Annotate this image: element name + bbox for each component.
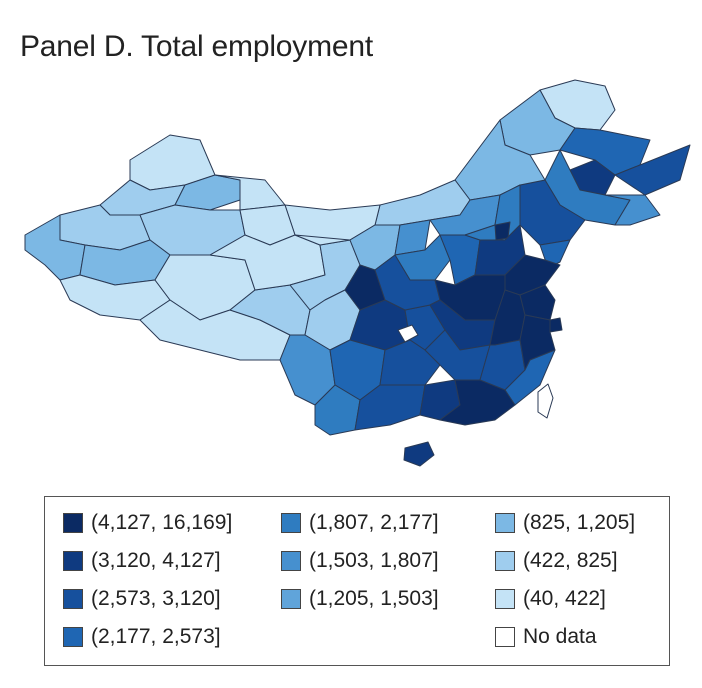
legend-label: (40, 422]	[523, 587, 606, 610]
region-taiwan	[537, 383, 554, 419]
legend-label: (4,127, 16,169]	[91, 511, 233, 534]
legend-swatch	[281, 551, 301, 571]
legend-swatch	[63, 627, 83, 647]
legend: (4,127, 16,169] (3,120, 4,127] (2,573, 3,1…	[44, 496, 670, 666]
legend-item: (422, 825]	[495, 547, 618, 575]
legend-label: (1,503, 1,807]	[309, 549, 439, 572]
legend-label: (3,120, 4,127]	[91, 549, 221, 572]
legend-swatch	[63, 513, 83, 533]
legend-swatch	[63, 589, 83, 609]
region-hainan	[403, 441, 435, 467]
region-qinghai-lake	[397, 324, 419, 343]
china-choropleth-map	[24, 79, 691, 467]
legend-label: (2,573, 3,120]	[91, 587, 221, 610]
legend-label: (1,807, 2,177]	[309, 511, 439, 534]
legend-item: (40, 422]	[495, 585, 606, 613]
region-jilin-east	[604, 194, 661, 226]
legend-item: (2,177, 2,573]	[63, 623, 221, 651]
legend-label: (2,177, 2,573]	[91, 625, 221, 648]
legend-item: (1,503, 1,807]	[281, 547, 439, 575]
legend-swatch	[495, 551, 515, 571]
legend-swatch	[281, 589, 301, 609]
region-jiangsu	[519, 284, 556, 321]
legend-item: (825, 1,205]	[495, 509, 635, 537]
legend-item: (2,573, 3,120]	[63, 585, 221, 613]
panel-title: Panel D. Total employment	[20, 30, 373, 63]
legend-item: (4,127, 16,169]	[63, 509, 232, 537]
legend-label: (1,205, 1,503]	[309, 587, 439, 610]
legend-swatch	[495, 627, 515, 647]
legend-label: No data	[523, 625, 597, 648]
region-liaoning	[519, 179, 586, 246]
legend-item: No data	[495, 623, 597, 651]
region-shanghai	[549, 317, 563, 333]
legend-label: (825, 1,205]	[523, 511, 636, 534]
legend-item: (1,807, 2,177]	[281, 509, 439, 537]
legend-item: (1,205, 1,503]	[281, 585, 439, 613]
legend-swatch	[63, 551, 83, 571]
region-jiamusi	[614, 144, 691, 196]
region-guangdong	[439, 379, 516, 426]
legend-item: (3,120, 4,127]	[63, 547, 221, 575]
legend-label: (422, 825]	[523, 549, 618, 572]
legend-swatch	[495, 513, 515, 533]
legend-swatch	[281, 513, 301, 533]
legend-swatch	[495, 589, 515, 609]
